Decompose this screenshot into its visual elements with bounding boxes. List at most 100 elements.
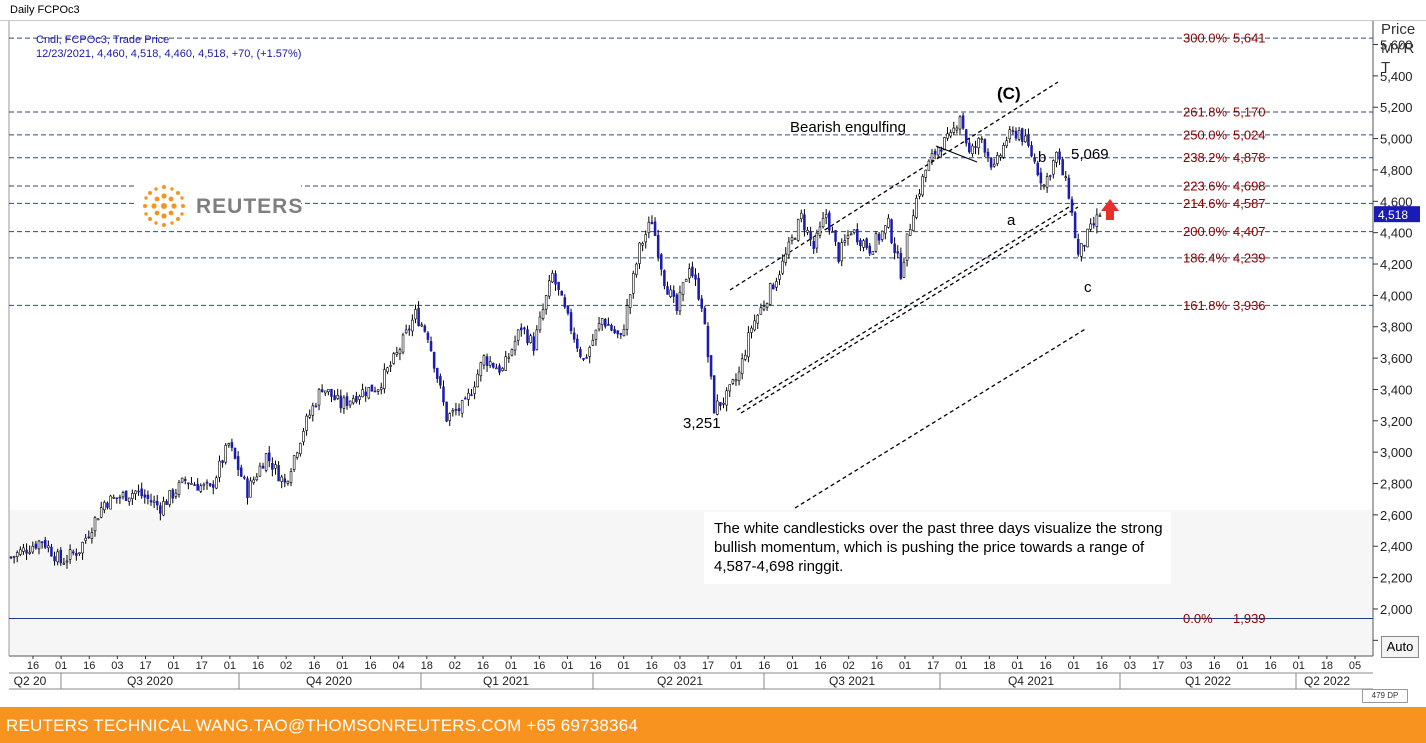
y-tick-label: 3,400 [1380,382,1413,397]
candle-down [1073,212,1077,239]
candle-up [249,480,252,498]
candle-up [681,282,685,295]
y-tick-label: 4,200 [1380,257,1413,272]
candle-up [93,517,97,532]
candle-up [628,294,632,308]
candle-up [734,379,738,382]
candle-up [510,349,514,356]
candle-down [1061,159,1064,176]
fib-percent-label: 186.4% [1183,250,1228,265]
x-day-label: 01 [336,660,348,672]
candle-up [768,283,772,305]
candle-up [467,392,470,400]
candle-up [849,233,853,236]
candle-up [638,242,641,264]
low-value-label: 3,251 [683,415,721,432]
legend-line-series: Cndl, FCPOc3, Trade Price [36,34,170,46]
candle-down [837,242,840,262]
bearish-engulfing-label: Bearish engulfing [790,119,906,136]
candle-up [152,500,156,503]
candle-down [106,502,109,508]
candle-up [999,155,1002,158]
y-tick-label: 3,600 [1380,351,1413,366]
candle-down [246,478,249,499]
candle-down [1067,177,1071,199]
candle-down [582,357,585,360]
x-day-label: 17 [196,660,208,672]
candle-up [644,234,647,243]
candle-down [183,479,187,481]
candle-up [921,176,924,196]
footer-bar: REUTERS TECHNICAL WANG.TAO@THOMSONREUTER… [0,707,1426,743]
candle-up [37,540,41,550]
x-day-label: 17 [1152,660,1164,672]
candle-up [753,320,756,331]
x-day-label: 16 [1264,660,1276,672]
candle-up [404,329,408,334]
x-day-label: 18 [421,660,433,672]
x-day-label: 02 [449,660,461,672]
candle-up [56,551,59,563]
x-quarter-label: Q4 2020 [306,674,352,688]
candle-down [672,290,675,297]
commentary-box: The white candlesticks over the past thr… [704,512,1171,584]
candle-down [554,273,557,285]
candle-up [258,465,262,477]
candle-up [871,251,875,255]
candle-up [1064,176,1068,178]
candle-down [610,325,613,331]
y-tick-label: 5,000 [1380,132,1413,147]
candle-up [684,279,688,282]
y-tick-label: 4,800 [1380,163,1413,178]
candle-up [501,368,504,371]
candle-up [918,193,921,197]
candle-up [538,316,542,331]
candle-down [569,312,573,332]
candle-up [31,545,35,553]
candle-down [59,549,63,564]
candle-up [323,390,327,394]
y-tick-label: 4,600 [1380,194,1413,209]
candle-down [656,234,660,258]
x-day-label: 01 [1236,660,1248,672]
y-axis-title-line: MYR [1381,40,1415,57]
candle-up [551,272,554,283]
candle-down [1020,128,1024,142]
last-price-marker [1374,206,1420,223]
marker-box [505,498,518,509]
candle-down [989,157,993,168]
candle-up [286,480,290,484]
candle-up [264,453,268,471]
candle-down [703,308,707,325]
candle-up [625,305,629,330]
auto-scale-button[interactable]: Auto [1381,636,1419,658]
last-price-label: 4,518 [1378,208,1408,222]
candle-up [358,395,361,400]
candle-down [439,376,442,386]
candle-down [442,386,445,403]
candle-up [843,240,847,243]
candle-up [781,260,784,274]
x-day-label: 16 [308,660,320,672]
candle-up [908,229,912,236]
candle-up [289,471,293,483]
wave-b-label: b [1038,149,1046,166]
candle-up [305,415,308,431]
candle-down [1058,151,1061,160]
price-chart[interactable]: 300.0% 5,641 261.8% 5,170 250.0% 5,024 238.2% 4… [0,0,1426,707]
x-day-label: 17 [702,660,714,672]
channel-lower-line [794,327,1088,509]
candle-up [971,145,974,155]
candle-up [162,501,165,516]
candle-up [902,261,906,278]
commentary-text: The white candlesticks over the past thr… [714,520,1163,575]
candle-up [1095,214,1099,227]
candle-up [678,292,682,312]
candle-up [943,137,946,151]
candle-down [50,546,53,557]
x-quarter-label: Q4 2021 [1008,674,1054,688]
candle-down [187,482,190,485]
candle-up [121,492,125,498]
candle-up [790,237,794,242]
candle-up [1086,228,1089,248]
